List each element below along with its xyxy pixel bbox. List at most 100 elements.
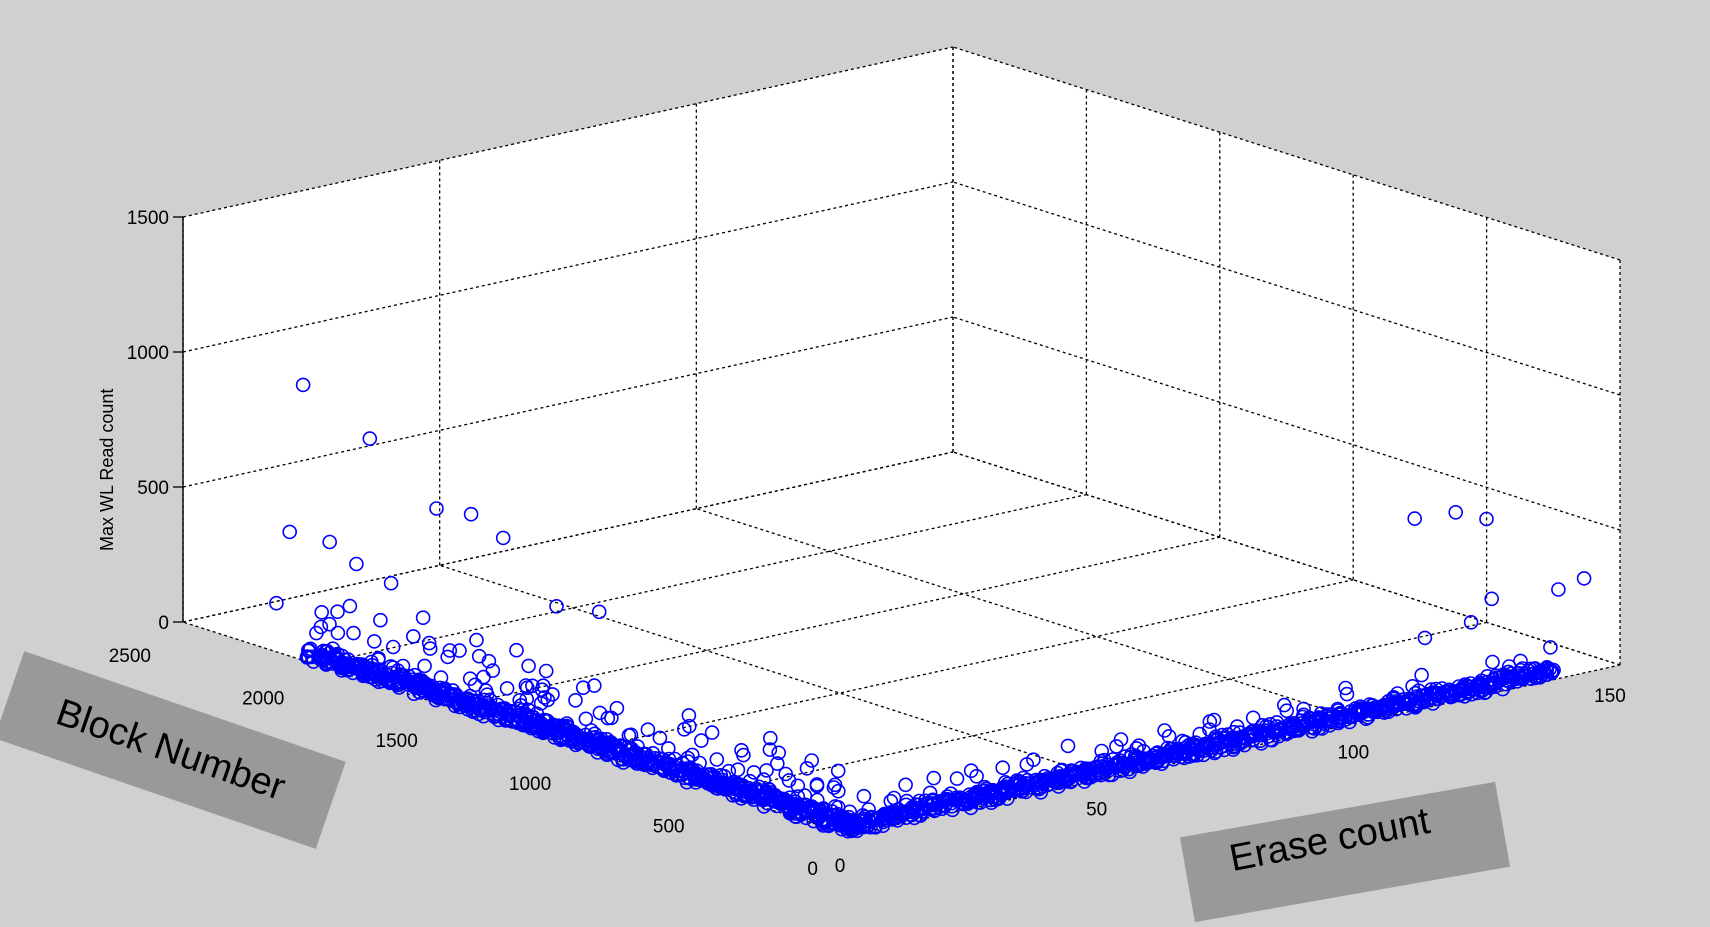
data-point <box>1472 677 1488 693</box>
data-point <box>1094 743 1109 759</box>
data-point <box>1367 700 1382 716</box>
data-point <box>1265 723 1280 739</box>
data-point <box>467 694 482 710</box>
y-tick-label: 500 <box>653 816 685 837</box>
data-point <box>592 735 608 751</box>
data-point <box>1200 737 1215 752</box>
data-point <box>1192 726 1207 742</box>
data-point <box>1576 571 1592 586</box>
data-point <box>1175 733 1190 749</box>
data-point <box>769 756 785 771</box>
data-point <box>790 798 806 814</box>
data-point <box>812 802 828 818</box>
data-point <box>1187 746 1202 762</box>
data-point <box>1417 630 1433 646</box>
grid-line-floor-x <box>696 508 1364 723</box>
data-point <box>314 604 330 620</box>
data-point <box>1542 661 1557 677</box>
data-point <box>681 708 697 723</box>
data-point <box>1415 688 1431 703</box>
data-point <box>513 698 529 713</box>
data-point <box>830 763 846 779</box>
data-point <box>1387 694 1402 709</box>
data-point <box>759 763 774 778</box>
data-point <box>630 739 645 754</box>
data-point <box>380 667 396 683</box>
data-point <box>797 788 813 803</box>
data-point <box>1277 697 1292 713</box>
data-point <box>1539 659 1555 675</box>
data-point <box>609 700 625 716</box>
data-point <box>330 625 346 641</box>
data-point <box>1116 757 1131 772</box>
data-point <box>1220 727 1236 742</box>
data-point <box>1405 678 1420 694</box>
data-point <box>790 789 806 804</box>
data-point <box>607 739 622 755</box>
data-point <box>599 731 615 747</box>
data-point <box>495 530 511 546</box>
data-point <box>1296 701 1311 717</box>
data-point <box>856 788 872 804</box>
data-point <box>452 643 467 658</box>
data-point <box>1463 676 1478 691</box>
data-point <box>568 692 583 708</box>
data-point <box>926 770 942 786</box>
data-point <box>1009 776 1024 792</box>
data-point <box>899 793 915 809</box>
data-point <box>584 723 599 738</box>
data-point <box>295 377 311 393</box>
data-point <box>575 680 591 696</box>
data-point <box>314 647 329 663</box>
data-point <box>721 763 737 779</box>
data-point <box>299 649 315 665</box>
data-point <box>790 778 806 794</box>
data-point <box>1202 722 1217 737</box>
grid-line-side-z <box>952 46 1621 261</box>
data-point <box>322 616 337 632</box>
data-point <box>535 678 551 694</box>
data-point <box>421 635 437 651</box>
x-tick-label: 0 <box>835 856 846 877</box>
data-point <box>303 641 318 657</box>
data-point <box>846 813 862 828</box>
data-point <box>730 762 746 778</box>
data-point <box>969 768 984 784</box>
data-point <box>1522 661 1538 677</box>
data-point <box>997 774 1013 790</box>
data-points <box>269 377 1592 839</box>
data-point <box>675 755 690 771</box>
data-point <box>1320 711 1335 726</box>
data-point <box>1157 723 1172 738</box>
data-point <box>1414 667 1429 683</box>
data-point <box>1407 511 1422 526</box>
data-point <box>1026 752 1041 768</box>
data-point <box>684 747 700 763</box>
data-point <box>1202 714 1218 729</box>
data-point <box>861 802 876 817</box>
data-point <box>493 701 509 717</box>
data-point <box>771 745 787 761</box>
data-point <box>1113 732 1129 747</box>
data-point <box>282 524 298 540</box>
data-point <box>1463 614 1479 630</box>
data-point <box>709 752 725 767</box>
data-point <box>1060 738 1076 754</box>
data-point <box>995 760 1011 776</box>
y-tick-label: 2000 <box>242 689 284 710</box>
data-point <box>301 642 317 658</box>
data-point <box>322 534 338 550</box>
grid-line-floor-x <box>439 564 1107 779</box>
y-tick-label: 0 <box>807 859 818 880</box>
data-point <box>417 658 432 674</box>
data-point <box>476 692 492 708</box>
data-point <box>366 634 382 649</box>
data-point <box>623 727 639 743</box>
data-point <box>1245 710 1261 726</box>
data-point <box>871 810 886 826</box>
data-point <box>1131 738 1147 754</box>
data-point <box>1037 773 1053 789</box>
data-point <box>385 639 401 655</box>
data-point <box>383 575 399 591</box>
data-point <box>1287 716 1302 731</box>
